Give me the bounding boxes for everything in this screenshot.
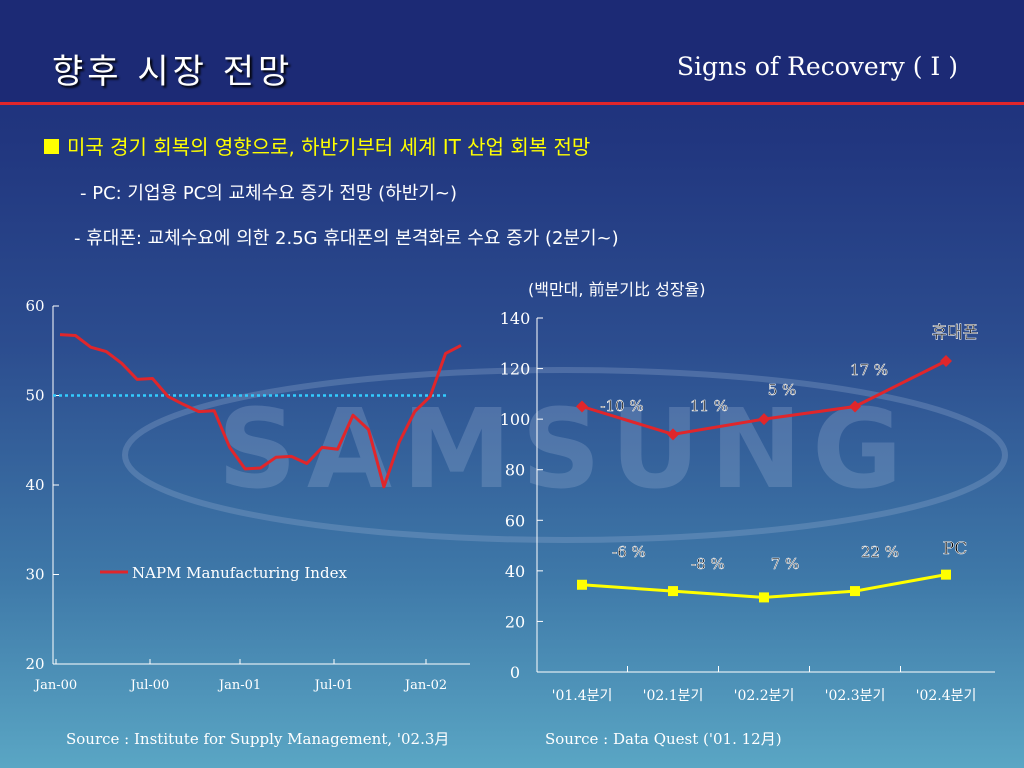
right-x-tick-label: '02.2분기 [734, 688, 795, 704]
right-y-tick-label: 60 [505, 511, 525, 530]
phone-data-point [758, 413, 770, 426]
phone-growth-label: 11 % [690, 397, 728, 415]
title-bar [0, 0, 1024, 104]
right-y-tick-label: 0 [510, 663, 520, 682]
title-divider [0, 102, 1024, 105]
phone-data-point [576, 400, 588, 413]
right-x-tick-label: '01.4분기 [552, 688, 613, 704]
pc-data-point [759, 592, 769, 603]
pc-data-point [577, 579, 587, 590]
phone-data-point [667, 428, 679, 441]
right-y-tick-label: 80 [505, 461, 525, 480]
phone-data-point [940, 354, 952, 367]
slide-subtitle: Signs of Recovery ( I ) [676, 52, 958, 81]
left-y-tick-label: 60 [25, 297, 44, 315]
bullet-sub-phone: - 휴대폰: 교체수요에 의한 2.5G 휴대폰의 본격화로 수요 증가 (2분… [74, 228, 619, 249]
unit-note: (백만대, 前분기比 성장율) [528, 280, 706, 299]
left-y-tick-label: 20 [25, 655, 44, 673]
pc-growth-label: 7 % [771, 555, 800, 573]
right-y-tick-label: 20 [505, 612, 525, 631]
pc-data-point [668, 586, 678, 597]
left-x-tick-label: Jul-01 [313, 678, 354, 693]
pc-growth-label: -6 % [612, 543, 646, 561]
left-y-tick-label: 30 [25, 566, 44, 584]
pc-growth-label: -8 % [691, 555, 725, 573]
right-y-tick-label: 40 [505, 562, 525, 581]
left-x-tick-label: Jul-00 [129, 678, 170, 693]
right-x-tick-label: '02.3분기 [825, 688, 886, 704]
right-y-tick-label: 140 [500, 309, 531, 328]
right-y-tick-label: 100 [500, 410, 531, 429]
phone-data-point [849, 400, 861, 413]
bullet-main-text: 미국 경기 회복의 영향으로, 하반기부터 세계 IT 산업 회복 전망 [67, 135, 591, 159]
left-y-tick-label: 50 [25, 387, 44, 405]
bullet-main: 미국 경기 회복의 영향으로, 하반기부터 세계 IT 산업 회복 전망 [44, 131, 590, 160]
bullet-sub-pc: - PC: 기업용 PC의 교체수요 증가 전망 (하반기~) [80, 183, 457, 204]
left-x-tick-label: Jan-02 [403, 678, 447, 693]
phone-growth-label: -10 % [600, 397, 643, 415]
napm-series-line [59, 333, 462, 489]
phone-growth-label: 5 % [768, 381, 797, 399]
pc-series-label: PC [943, 539, 967, 559]
slide-title: 향후 시장 전망 [52, 52, 294, 92]
right-source: Source : Data Quest ('01. 12月) [545, 730, 782, 748]
left-y-tick-label: 40 [25, 476, 44, 494]
pc-data-point [941, 569, 951, 580]
pc-data-point [850, 586, 860, 597]
phone-series-label: 휴대폰 [932, 323, 979, 343]
right-y-tick-label: 120 [500, 360, 531, 379]
left-source: Source : Institute for Supply Management… [66, 730, 450, 748]
right-x-tick-label: '02.1분기 [643, 688, 704, 704]
legend-label: NAPM Manufacturing Index [132, 564, 347, 582]
pc-growth-label: 22 % [861, 543, 899, 561]
left-x-tick-label: Jan-00 [33, 678, 77, 693]
right-x-tick-label: '02.4분기 [916, 688, 977, 704]
phone-growth-label: 17 % [850, 361, 888, 379]
left-x-tick-label: Jan-01 [217, 678, 261, 693]
square-bullet-icon [44, 139, 59, 154]
